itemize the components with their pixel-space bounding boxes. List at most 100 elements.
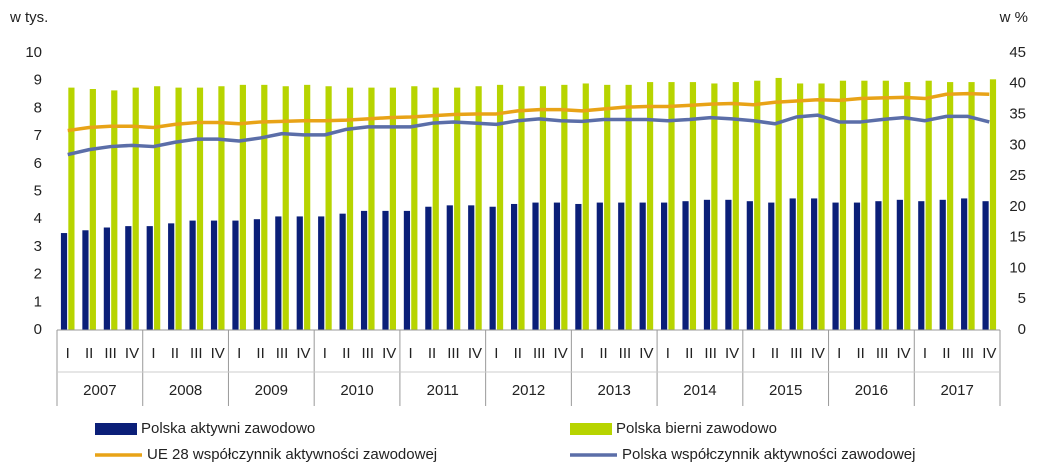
legend-label: Polska aktywni zawodowo	[141, 420, 315, 437]
bar	[768, 202, 775, 330]
bar	[518, 86, 525, 331]
x-tick-label: I	[494, 345, 498, 362]
y2-tick-label: 45	[1009, 44, 1026, 61]
year-label: 2008	[169, 382, 202, 399]
bar	[754, 80, 761, 330]
bar	[553, 202, 561, 330]
y2-tick-label: 35	[1009, 106, 1026, 123]
bar	[853, 202, 861, 330]
bar	[918, 201, 925, 330]
bar	[304, 84, 311, 330]
bar	[403, 210, 411, 330]
bar	[746, 201, 753, 330]
y-tick-label: 4	[34, 210, 42, 227]
year-label: 2010	[340, 382, 373, 399]
x-tick-label: II	[942, 345, 950, 362]
year-label: 2013	[598, 382, 631, 399]
x-tick-label: IV	[554, 345, 568, 362]
x-tick-label: II	[599, 345, 607, 362]
bar	[789, 198, 796, 330]
y2-axis-label: w %	[999, 9, 1028, 26]
bar	[882, 80, 889, 330]
legend-swatch	[570, 423, 612, 435]
x-tick-label: IV	[639, 345, 653, 362]
x-tick-label: II	[771, 345, 779, 362]
bar	[661, 202, 668, 330]
legend-label: Polska bierni zawodowo	[616, 420, 777, 437]
legend-label: UE 28 współczynnik aktywności zawodowej	[147, 446, 437, 463]
bar	[510, 203, 518, 330]
x-tick-label: III	[362, 345, 375, 362]
y-tick-label: 1	[34, 293, 42, 310]
bar	[60, 233, 68, 330]
bar	[389, 87, 396, 330]
year-label: 2016	[855, 382, 888, 399]
bar	[454, 87, 461, 330]
bar	[261, 84, 268, 330]
bar	[539, 86, 547, 331]
x-tick-label: I	[666, 345, 670, 362]
x-tick-label: I	[751, 345, 755, 362]
bar	[989, 79, 997, 330]
bar	[818, 83, 825, 330]
x-tick-label: III	[876, 345, 889, 362]
bar	[103, 227, 110, 330]
year-label: 2015	[769, 382, 802, 399]
legend-swatch	[95, 423, 137, 435]
bar	[339, 213, 346, 330]
y-tick-label: 6	[34, 155, 42, 172]
bar	[232, 220, 239, 330]
year-label: 2007	[83, 382, 116, 399]
x-tick-label: III	[447, 345, 460, 362]
x-tick-label: IV	[982, 345, 996, 362]
x-tick-label: II	[428, 345, 436, 362]
x-tick-label: II	[171, 345, 179, 362]
bar	[189, 220, 196, 330]
x-tick-label: II	[685, 345, 693, 362]
bar	[275, 216, 282, 330]
x-tick-label: III	[619, 345, 632, 362]
bar	[475, 86, 482, 331]
bar	[947, 82, 954, 331]
bar	[382, 210, 389, 330]
bar	[210, 220, 218, 330]
bar	[360, 210, 368, 330]
bar	[625, 84, 632, 330]
bar	[125, 226, 132, 330]
bar	[968, 82, 975, 331]
bar	[925, 80, 932, 330]
bar	[811, 198, 818, 330]
bar	[639, 202, 646, 330]
y2-tick-label: 5	[1018, 290, 1026, 307]
bar	[668, 82, 675, 331]
bar	[318, 216, 325, 330]
bar	[839, 80, 847, 330]
bar	[253, 219, 261, 330]
y-axis-label: w tys.	[9, 9, 48, 26]
y-tick-label: 8	[34, 99, 42, 116]
bar	[775, 77, 782, 331]
bar	[196, 87, 204, 330]
bar	[368, 87, 375, 330]
bar	[725, 199, 732, 330]
year-label: 2014	[683, 382, 716, 399]
x-tick-label: III	[704, 345, 717, 362]
x-tick-label: II	[857, 345, 865, 362]
bar	[939, 199, 946, 330]
x-tick-label: IV	[382, 345, 396, 362]
bar	[425, 206, 432, 330]
bar	[468, 205, 475, 330]
y-tick-label: 7	[34, 127, 42, 144]
x-tick-label: I	[237, 345, 241, 362]
x-tick-label: III	[962, 345, 975, 362]
x-tick-label: I	[409, 345, 413, 362]
bar	[111, 90, 118, 331]
bar	[411, 86, 418, 331]
y2-tick-label: 15	[1009, 229, 1026, 246]
x-tick-label: II	[85, 345, 93, 362]
bar	[532, 202, 539, 330]
bar	[154, 86, 161, 331]
line	[67, 91, 990, 133]
bar	[604, 84, 611, 330]
